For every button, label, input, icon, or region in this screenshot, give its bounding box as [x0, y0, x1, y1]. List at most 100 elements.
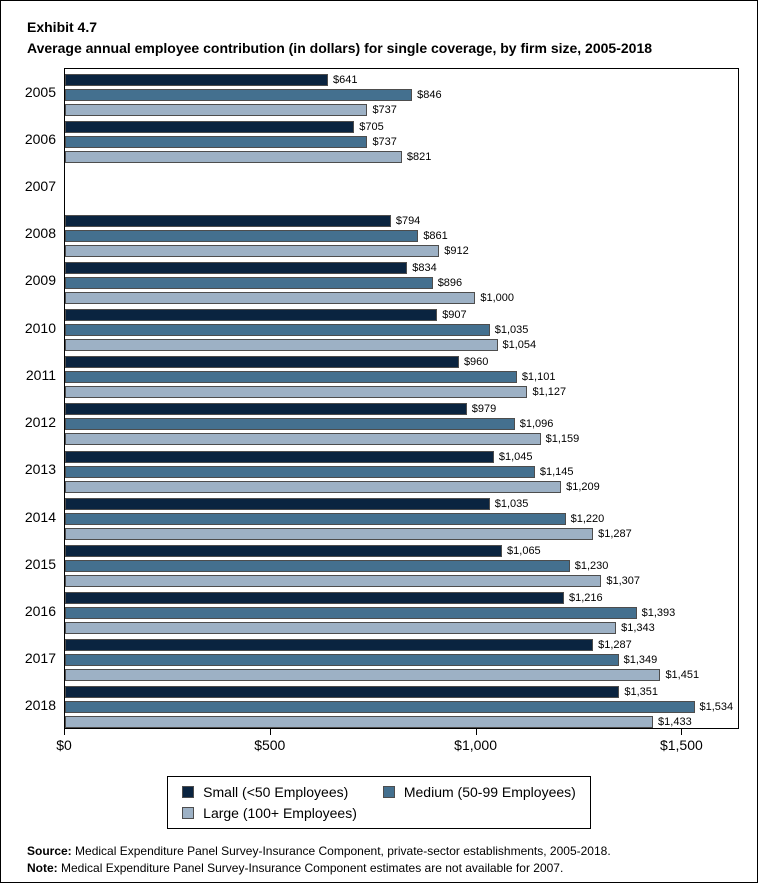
x-axis: $0 $500 $1,000 $1,500 [1, 729, 757, 758]
bar-2018-large [65, 715, 654, 728]
bar-row: $846 [65, 89, 738, 101]
legend-label: Medium (50-99 Employees) [403, 784, 576, 800]
bar-value-label: $1,035 [494, 497, 529, 510]
bar-2008-large [65, 245, 440, 258]
x-tick-mark [475, 729, 477, 735]
bar-row: $907 [65, 309, 738, 322]
bar-group-2018: $1,351 $1,534 $1,433 [65, 681, 738, 728]
bar-value-label: $1,307 [606, 574, 640, 587]
year-label-2005: 2005 [24, 83, 56, 100]
bar-row: $737 [65, 104, 738, 116]
exhibit-number: Exhibit 4.7 [27, 19, 98, 35]
bar-2010-small [65, 309, 438, 322]
bar-value-label: $896 [437, 277, 463, 290]
bar-value-label: $1,433 [658, 715, 692, 728]
bar-2006-medium [65, 136, 368, 149]
legend-swatch-icon [182, 807, 195, 819]
bar-2014-large [65, 527, 594, 540]
x-tick-label: $500 [254, 737, 286, 753]
bar-value-label: $1,209 [566, 480, 600, 493]
x-axis-spacer [1, 729, 64, 758]
bar-row: $1,159 [65, 433, 738, 446]
bar-row: $1,127 [65, 386, 738, 399]
bar-2011-small [65, 356, 459, 369]
bar-row: $821 [65, 151, 738, 164]
bar-group-2016: $1,216 $1,393 $1,343 [65, 587, 738, 634]
bar-group-2008: $794 $861 $912 [65, 210, 738, 258]
bar-row: $1,351 [65, 685, 738, 698]
bar-2011-medium [65, 371, 517, 384]
bar-2014-small [65, 497, 490, 510]
bar-value-label: $1,230 [574, 559, 609, 572]
bar-value-label: $737 [372, 136, 397, 149]
legend-item-1: Medium (50-99 Employees) [382, 784, 576, 800]
year-label-2007: 2007 [24, 178, 56, 195]
bar-2010-large [65, 339, 498, 352]
x-axis-strip: $0 $500 $1,000 $1,500 [56, 729, 739, 758]
bar-2016-small [65, 591, 564, 604]
bar-value-label: $1,287 [598, 527, 632, 540]
bar-row: $1,220 [65, 512, 738, 525]
bar-2016-large [65, 621, 617, 634]
legend-item-2: Large (100+ Employees) [182, 805, 357, 821]
bar-value-label: $1,534 [699, 700, 734, 713]
bar-row: $1,287 [65, 527, 738, 540]
bar-group-2009: $834 $896 $1,000 [65, 257, 738, 305]
bar-value-label: $1,220 [570, 512, 605, 525]
bar-2010-medium [65, 324, 490, 337]
bar-row: $1,145 [65, 465, 738, 478]
bar-row: $1,230 [65, 559, 738, 572]
bar-2016-medium [65, 606, 637, 619]
chart-title: Average annual employee contribution (in… [27, 40, 653, 56]
bar-2009-medium [65, 277, 433, 290]
bar-2017-medium [65, 653, 619, 666]
source-line: Source: Medical Expenditure Panel Survey… [27, 843, 731, 860]
bar-group-2011: $960 $1,101 $1,127 [65, 351, 738, 399]
legend-swatch-icon [382, 786, 395, 798]
bar-group-2015: $1,065 $1,230 $1,307 [65, 540, 738, 587]
bar-row: $960 [65, 356, 738, 369]
bar-2006-large [65, 151, 402, 164]
bar-row: $979 [65, 403, 738, 416]
bar-row: $705 [65, 121, 738, 134]
bar-value-label: $737 [372, 104, 397, 116]
bar-row: $1,393 [65, 606, 738, 619]
x-tick-mark [269, 729, 271, 735]
year-label-2012: 2012 [24, 414, 56, 431]
bar-row: $1,349 [65, 653, 738, 666]
bar-group-2006: $705 $737 $821 [65, 116, 738, 164]
bar-row: $1,035 [65, 497, 738, 510]
bar-value-label: $1,349 [623, 653, 658, 666]
bar-value-label: $1,101 [521, 371, 556, 384]
bar-row: $1,216 [65, 591, 738, 604]
year-label-2015: 2015 [24, 555, 56, 572]
bar-row: $1,534 [65, 700, 738, 713]
bar-2018-small [65, 685, 620, 698]
year-label-2009: 2009 [24, 272, 56, 289]
bar-2008-small [65, 215, 391, 228]
x-tick-label: $1,500 [659, 737, 703, 753]
bar-row: $1,307 [65, 574, 738, 587]
bar-2015-medium [65, 559, 570, 572]
bar-group-2014: $1,035 $1,220 $1,287 [65, 493, 738, 540]
year-label-2018: 2018 [24, 697, 56, 714]
bar-group-2012: $979 $1,096 $1,159 [65, 398, 738, 446]
bar-value-label: $1,343 [621, 621, 655, 634]
bar-group-2007 [65, 163, 738, 210]
bar-value-label: $821 [406, 151, 432, 164]
bar-value-label: $1,451 [665, 668, 700, 681]
year-label-2011: 2011 [25, 366, 56, 383]
bar-value-label: $641 [333, 74, 358, 86]
bar-row [65, 198, 738, 210]
bar-2015-small [65, 544, 503, 557]
footnotes: Source: Medical Expenditure Panel Survey… [27, 843, 731, 877]
bar-value-label: $1,393 [641, 606, 676, 619]
note-label: Note: [27, 861, 58, 875]
bar-2018-medium [65, 700, 695, 713]
bar-value-label: $846 [417, 89, 442, 101]
bar-row: $794 [65, 215, 738, 228]
title-block: Exhibit 4.7 Average annual employee cont… [1, 1, 757, 68]
bar-row: $1,451 [65, 668, 738, 681]
x-tick-label: $0 [56, 737, 72, 753]
